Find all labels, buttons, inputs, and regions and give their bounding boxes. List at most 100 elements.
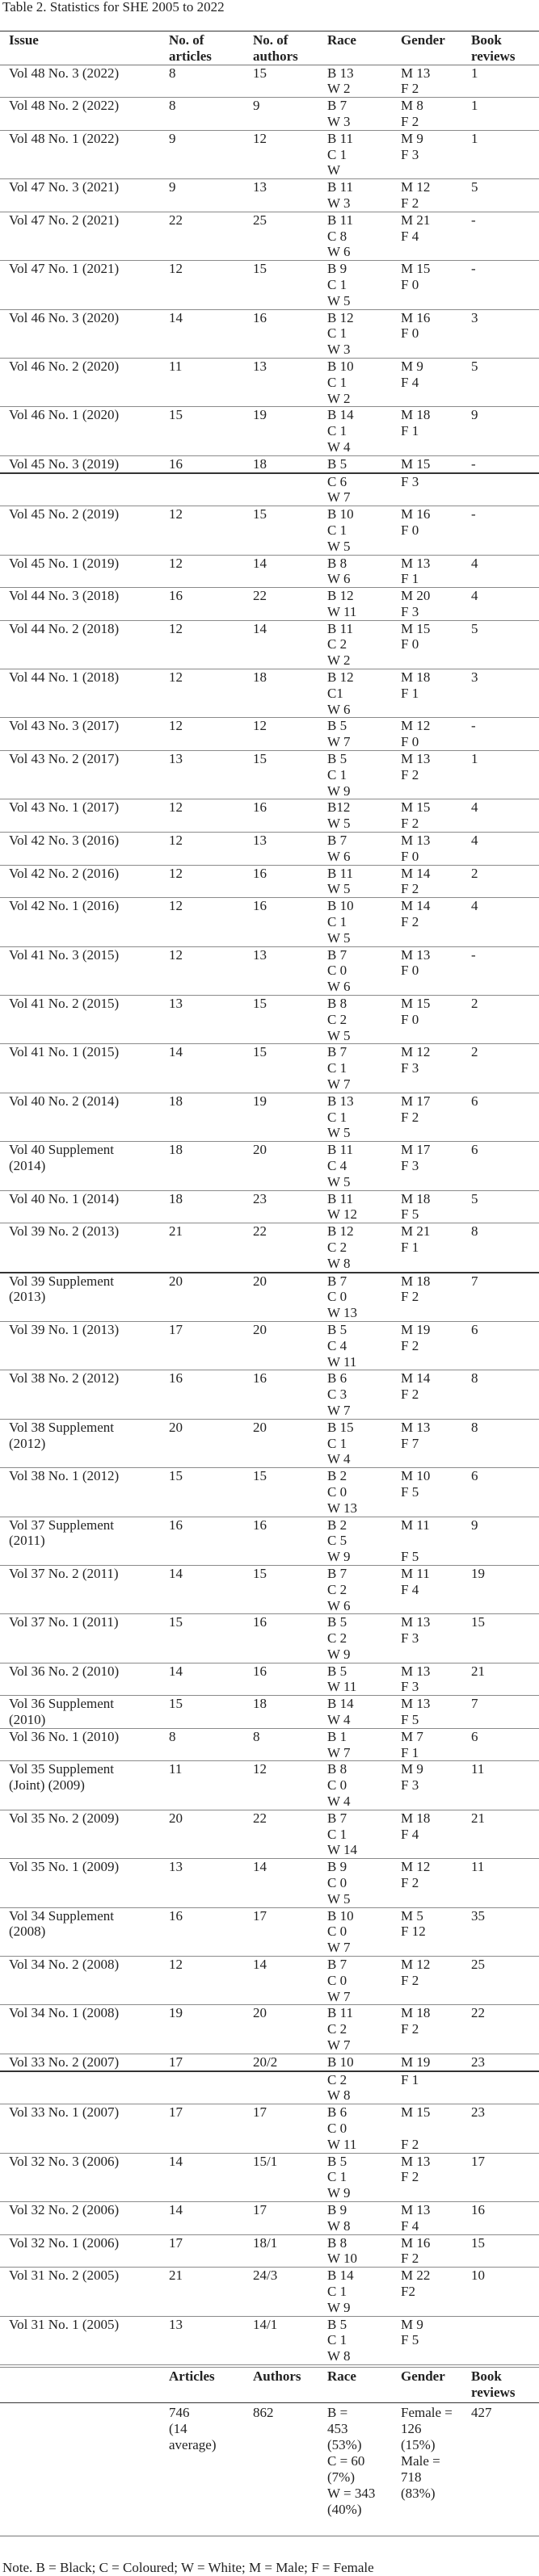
gender-cell: M 21 F 4 [401,212,471,260]
race-cell: B 11 W 12 [327,1190,401,1223]
issue-cell: Vol 39 No. 2 (2013) [9,1223,120,1240]
gender-cell-line: F 1 [401,685,419,701]
race-cell: B 12 C1 W 6 [327,669,401,718]
race-cell-line: B 5 [327,2153,347,2169]
summary-header-row: Articles Authors Race Gender Book review… [0,2367,539,2403]
book-reviews-cell: 11 [471,1761,485,1777]
articles-cell: 12 [169,1957,183,1973]
authors-cell: 15 [253,996,267,1012]
race-cell: B12 W 5 [327,799,401,833]
race-cell-line: C 0 [327,2121,347,2136]
book-reviews-cell: 1 [471,130,478,146]
race-cell-line: W 6 [327,571,351,587]
race-cell-line: W 9 [327,782,351,799]
race-cell-line: C 0 [327,1924,347,1940]
book-reviews-cell: 5 [471,179,478,195]
gender-cell: M 20 F 3 [401,588,471,621]
summary-values-row: 746 (14 average) 862 B = 453 (53%) C = 6… [0,2403,539,2536]
authors-cell: 13 [253,179,267,195]
gender-cell-line: F 0 [401,963,419,979]
race-cell-line: B 12 [327,669,354,686]
authors-cell: 14 [253,1859,267,1875]
gender-cell-line: M 13 [401,1696,431,1712]
race-cell-line: C 1 [327,146,347,162]
race-cell-line: W 7 [327,1402,351,1418]
race-cell-line: B 11 [327,212,353,228]
articles-cell: 16 [169,1370,183,1387]
race-cell-line: B 5 [327,1614,347,1630]
race-cell-line: C 0 [327,1972,347,1988]
gender-cell: M 15 F 2 [401,2104,471,2153]
race-cell-line: B 11 [327,2005,353,2021]
race-cell-line: B 11 [327,620,353,636]
authors-cell: 17 [253,2104,267,2121]
race-cell-line: C 4 [327,1337,347,1353]
gender-cell: M 13 F 4 [401,2201,471,2234]
gender-cell-line: M 15 [401,455,431,472]
authors-cell: 14 [253,1957,267,1973]
race-cell-line: W 4 [327,1451,351,1467]
race-cell-line: B 8 [327,555,347,571]
gender-cell-line: F 5 [401,1206,419,1223]
gender-cell-line: F 5 [401,1712,419,1728]
gender-cell: M 16 F 0 [401,309,471,358]
book-reviews-cell: 35 [471,1907,485,1924]
book-reviews-cell: 1 [471,98,478,114]
articles-cell [169,473,253,506]
gender-cell: M 13 F 2 [401,751,471,799]
gender-cell: F 1 [401,2071,471,2104]
articles-cell: 14 [169,1565,183,1581]
articles-cell: 14 [169,2153,183,2169]
header-race: Race [327,32,356,48]
issue-cell: Vol 45 No. 2 (2019) [9,506,120,522]
summary-articles: 746 (14 average) [169,2405,217,2452]
race-cell-line: B 15 [327,1419,354,1435]
authors-cell: 15 [253,261,267,277]
book-reviews-cell: 4 [471,555,478,571]
race-cell-line: B 14 [327,2268,354,2284]
gender-cell-line: F 3 [401,1157,419,1173]
race-cell-line: W 8 [327,2087,351,2104]
race-cell-line: W [327,162,341,178]
gender-cell-line: F 3 [401,1679,419,1695]
race-cell-line: W 13 [327,1500,357,1516]
gender-cell: M 18 F 2 [401,1273,471,1322]
race-cell-line: W 5 [327,929,351,946]
gender-cell-line: M 14 [401,865,431,881]
authors-cell: 15 [253,506,267,522]
articles-cell: 12 [169,946,183,963]
authors-cell: 16 [253,898,267,914]
gender-cell-line: M 13 [401,751,431,767]
gender-cell: M 14 F 2 [401,865,471,898]
book-reviews-cell: 6 [471,1321,478,1337]
race-cell-line: C 2 [327,1011,347,1027]
race-cell-line: W 8 [327,1255,351,1271]
race-cell-line: B 7 [327,946,347,963]
book-reviews-cell: 17 [471,2153,485,2169]
articles-cell: 17 [169,2104,183,2121]
issue-cell: Vol 43 No. 1 (2017) [9,799,120,816]
gender-cell-line: M 5 [401,1907,423,1924]
race-cell-line: W 12 [327,1206,357,1223]
authors-cell: 13 [253,358,267,374]
authors-cell: 12 [253,718,267,734]
gender-cell-line: M 13 [401,1663,431,1679]
gender-cell-line: M 19 [401,1321,431,1337]
gender-cell-line: M 16 [401,309,431,325]
race-cell-line: B12 [327,799,351,816]
race-cell-line: W 7 [327,1988,351,2004]
